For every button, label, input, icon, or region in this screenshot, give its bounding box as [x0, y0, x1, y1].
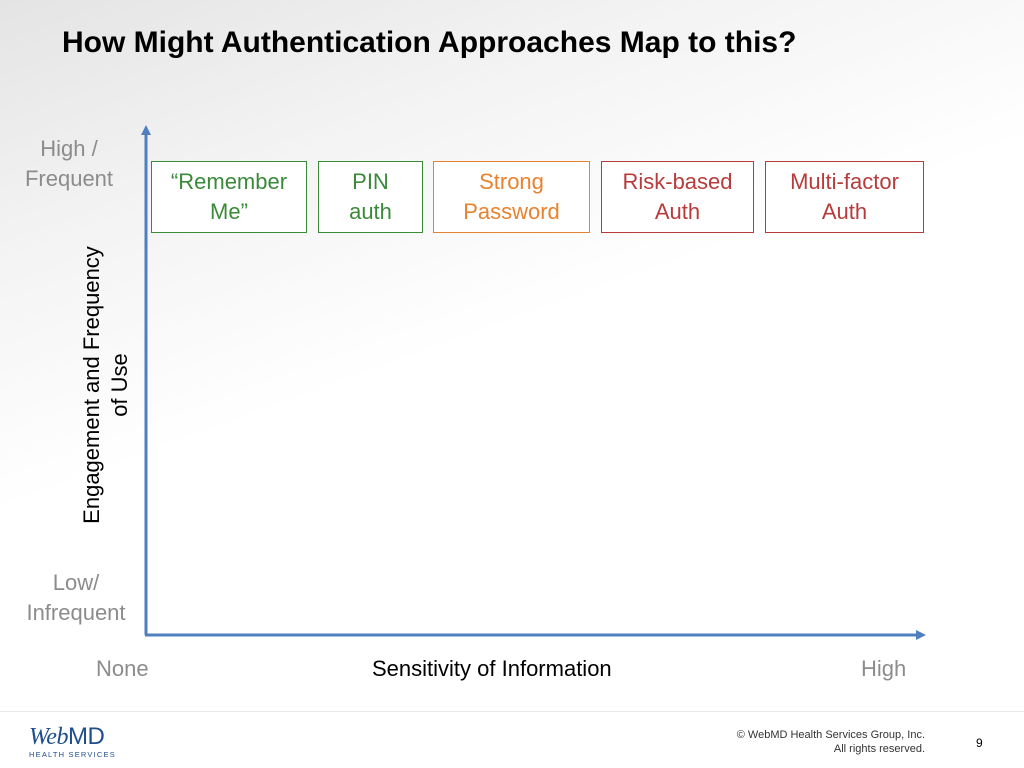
y-axis-high-line2: Frequent	[24, 166, 114, 191]
slide-title: How Might Authentication Approaches Map …	[62, 26, 797, 59]
box-multi-factor-auth: Multi-factor Auth	[765, 161, 924, 233]
box-pin-auth-line2: auth	[349, 199, 392, 224]
copyright: © WebMD Health Services Group, Inc. All …	[737, 728, 925, 756]
x-axis-title: Sensitivity of Information	[372, 656, 612, 681]
y-axis-title-line1: Engagement and Frequency	[79, 246, 104, 524]
logo-web: Web	[29, 724, 68, 750]
y-axis-low-line2: Infrequent	[26, 600, 126, 625]
footer-divider	[0, 711, 1024, 712]
webmd-logo: WebMD HEALTH SERVICES	[29, 723, 116, 760]
y-axis-title: Engagement and Frequency of Use	[78, 246, 134, 524]
box-strong-password-line1: Strong	[479, 169, 544, 194]
box-risk-based-auth-line1: Risk-based	[622, 169, 733, 194]
y-axis-high-label: High / Frequent	[14, 134, 124, 194]
box-strong-password-line2: Password	[463, 199, 560, 224]
y-axis-low-label: Low/ Infrequent	[14, 568, 138, 628]
copyright-line1: © WebMD Health Services Group, Inc.	[736, 729, 925, 741]
box-pin-auth-line1: PIN	[352, 169, 389, 194]
box-risk-based-auth: Risk-based Auth	[601, 161, 754, 233]
box-remember-me: “Remember Me”	[151, 161, 307, 233]
logo-subtitle: HEALTH SERVICES	[29, 750, 116, 759]
box-remember-me-line2: Me”	[210, 199, 248, 224]
box-risk-based-auth-line2: Auth	[654, 199, 701, 224]
y-axis-high-line1: High /	[40, 136, 98, 161]
copyright-line2: All rights reserved.	[833, 743, 925, 755]
logo-md: MD	[67, 723, 105, 750]
box-strong-password: Strong Password	[433, 161, 590, 233]
box-pin-auth: PIN auth	[318, 161, 423, 233]
page-number: 9	[976, 736, 983, 750]
y-axis-title-line2: of Use	[107, 353, 132, 417]
box-multi-factor-auth-line1: Multi-factor	[790, 169, 899, 194]
x-axis-low-label: None	[96, 656, 149, 681]
box-multi-factor-auth-line2: Auth	[821, 199, 868, 224]
x-axis-high-label: High	[861, 656, 907, 681]
box-remember-me-line1: “Remember	[170, 169, 288, 194]
y-axis-low-line1: Low/	[52, 570, 100, 595]
